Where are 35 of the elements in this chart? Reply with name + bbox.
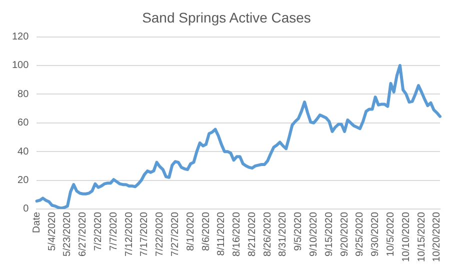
y-tick-label: 20 (18, 175, 30, 186)
x-tick-label: 10/20/2020 (432, 212, 443, 262)
y-tick-label: 80 (18, 88, 30, 100)
y-tick-label: 40 (18, 146, 30, 158)
x-tick-label: 10/15/2020 (416, 212, 428, 262)
x-tick-label: 9/10/2020 (308, 212, 320, 256)
x-tick-label: 10/10/2020 (400, 212, 412, 262)
x-tick-label: 10/5/2020 (385, 212, 396, 256)
x-tick-label: 8/21/2020 (246, 212, 258, 256)
x-tick-label: 8/26/2020 (262, 212, 274, 256)
y-tick-label: 100 (12, 60, 30, 72)
y-tick-label: 120 (12, 32, 30, 43)
x-tick-label: Date (31, 212, 42, 234)
y-tick-label: 60 (18, 118, 30, 129)
x-tick-label: 5/23/2020 (62, 212, 74, 256)
x-tick-label: 9/5/2020 (293, 212, 304, 251)
x-tick-label: 8/11/2020 (216, 212, 228, 256)
x-tick-label: 8/1/2020 (185, 212, 196, 251)
x-tick-label: 9/25/2020 (354, 212, 366, 256)
x-tick-label: 9/15/2020 (324, 212, 335, 256)
x-tick-label: 7/22/2020 (154, 212, 166, 256)
x-tick-label: 7/17/2020 (139, 212, 150, 256)
x-tick-label: 8/6/2020 (200, 212, 212, 251)
x-tick-label: 5/4/2020 (46, 212, 58, 251)
y-tick-label: 0 (23, 204, 30, 215)
x-tick-label: 9/20/2020 (339, 212, 350, 256)
x-tick-label: 6/27/2020 (78, 212, 89, 256)
chart-title: Sand Springs Active Cases (142, 9, 311, 26)
x-tick-label: 7/2/2020 (93, 212, 104, 251)
x-tick-label: 8/16/2020 (232, 212, 243, 256)
x-tick-label: 8/31/2020 (278, 212, 289, 256)
x-tick-label: 7/27/2020 (170, 212, 181, 256)
x-tick-label: 7/7/2020 (108, 212, 120, 251)
x-tick-label: 7/12/2020 (124, 212, 135, 256)
x-tick-label: 9/30/2020 (370, 212, 382, 256)
